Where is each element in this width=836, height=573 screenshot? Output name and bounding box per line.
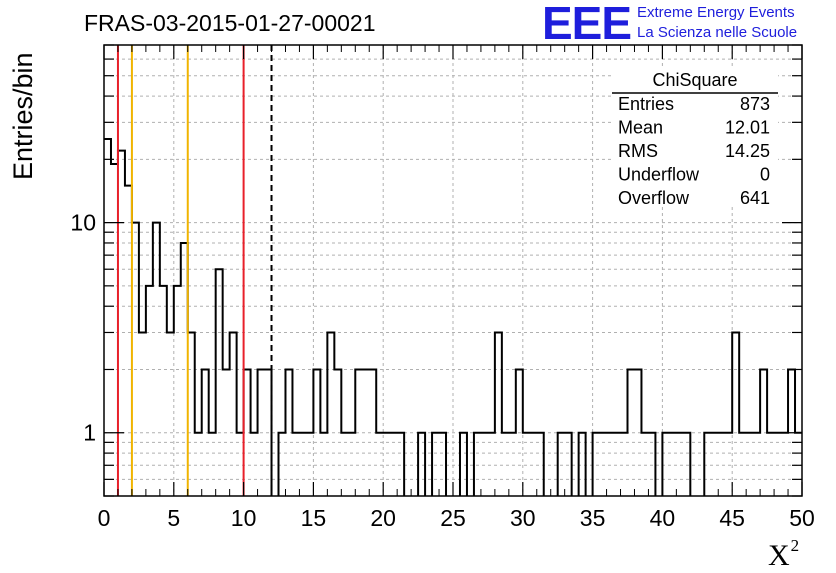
logo-line-1: Extreme Energy Events <box>637 4 795 21</box>
x-axis-label: X2 <box>768 536 799 573</box>
stats-label: Entries <box>618 94 674 114</box>
stats-value: 641 <box>740 188 770 208</box>
x-tick-label: 40 <box>650 505 676 531</box>
stats-value: 0 <box>760 165 770 185</box>
histogram <box>104 137 802 496</box>
x-tick-label: 35 <box>580 505 606 531</box>
stats-value: 12.01 <box>725 118 770 138</box>
x-axis-label-text: X <box>768 539 790 572</box>
x-tick-label: 30 <box>510 505 536 531</box>
logo-line-2: La Scienza nelle Scuole <box>637 24 798 41</box>
x-tick-label: 45 <box>719 505 745 531</box>
stats-label: RMS <box>618 141 658 161</box>
y-tick-label: 1 <box>83 420 96 446</box>
stats-label: Underflow <box>618 165 700 185</box>
y-axis-label: Entries/bin <box>8 52 38 180</box>
x-tick-label: 10 <box>231 505 257 531</box>
stats-label: Mean <box>618 118 663 138</box>
stats-box-bg <box>612 68 778 206</box>
eee-logo: EEE <box>542 0 632 49</box>
x-tick-label: 20 <box>370 505 396 531</box>
x-tick-label: 5 <box>167 505 180 531</box>
x-tick-label: 15 <box>301 505 327 531</box>
stats-label: Overflow <box>618 188 690 208</box>
y-tick-label: 10 <box>70 210 96 236</box>
stats-value: 14.25 <box>725 141 770 161</box>
x-tick-label: 25 <box>440 505 466 531</box>
axis-ticks: 0 5 10 15 20 25 30 35 40 45 50 1 10 <box>70 44 815 531</box>
plot-title: FRAS-03-2015-01-27-00021 <box>84 10 376 36</box>
x-axis-label-superscript: 2 <box>790 536 800 555</box>
stats-value: 873 <box>740 94 770 114</box>
threshold-lines <box>116 45 273 496</box>
x-tick-label: 50 <box>789 505 815 531</box>
histogram-outline <box>104 137 802 496</box>
stats-box: ChiSquare Entries 873 Mean 12.01 RMS 14.25 Unde… <box>612 68 778 208</box>
stats-title: ChiSquare <box>652 70 737 90</box>
x-tick-label: 0 <box>98 505 111 531</box>
